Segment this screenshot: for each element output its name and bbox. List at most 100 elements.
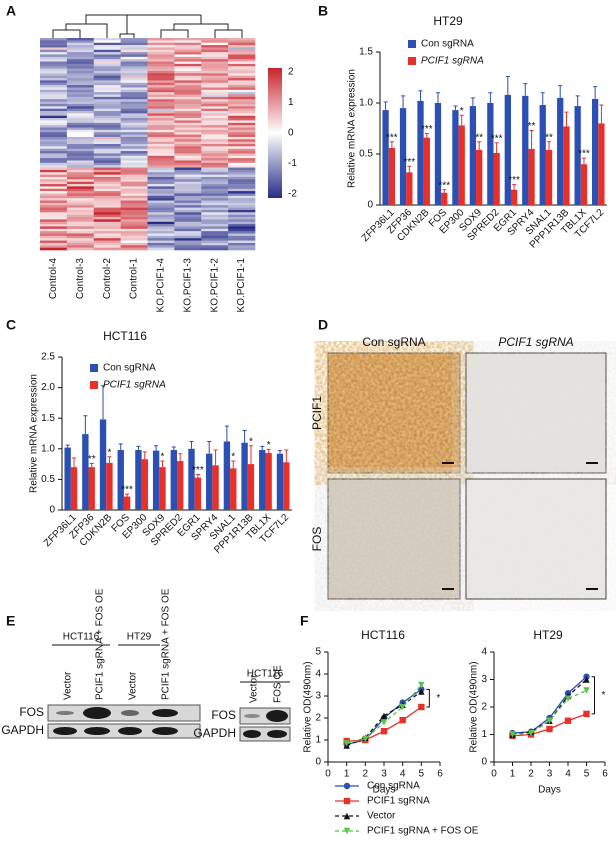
heat-cell bbox=[147, 122, 175, 126]
bar bbox=[223, 441, 231, 510]
heat-cell bbox=[201, 242, 229, 246]
heat-cell bbox=[93, 172, 121, 175]
heat-cell bbox=[174, 224, 202, 227]
heat-cell bbox=[66, 233, 95, 237]
image-column-label: PCIF1 sgRNA bbox=[498, 335, 573, 349]
heat-cell bbox=[93, 106, 121, 109]
heat-cell bbox=[174, 195, 202, 199]
heat-cell bbox=[147, 155, 175, 159]
heat-cell bbox=[201, 99, 229, 102]
heat-cell bbox=[120, 113, 148, 117]
heat-cell bbox=[228, 59, 256, 62]
heat-cell bbox=[93, 92, 121, 95]
heat-cell bbox=[93, 122, 121, 126]
heat-cell bbox=[120, 146, 148, 150]
ihc-texture bbox=[328, 353, 460, 473]
bar bbox=[487, 103, 494, 205]
heat-cell bbox=[93, 125, 121, 128]
heat-cell bbox=[201, 198, 229, 201]
heat-cell bbox=[93, 75, 121, 79]
heat-cell bbox=[40, 202, 68, 206]
heat-cell bbox=[228, 118, 256, 121]
heat-cell bbox=[201, 85, 229, 88]
chart-title: HCT116 bbox=[361, 628, 405, 642]
heat-cell bbox=[40, 45, 68, 48]
heat-cell bbox=[201, 70, 229, 74]
heat-cell bbox=[40, 209, 68, 213]
heat-cell bbox=[40, 247, 68, 251]
heat-cell bbox=[93, 217, 121, 220]
significance: *** bbox=[386, 132, 398, 143]
heat-cell bbox=[120, 233, 148, 237]
heat-cell bbox=[40, 49, 68, 53]
heat-cell bbox=[228, 158, 256, 161]
bar bbox=[417, 100, 424, 205]
heat-cell bbox=[93, 193, 121, 197]
bar bbox=[528, 148, 535, 205]
error-bar bbox=[540, 92, 545, 106]
heat-cell bbox=[228, 153, 256, 157]
significance: ** bbox=[88, 454, 96, 465]
bar bbox=[152, 450, 160, 510]
blot-row: GAPDH bbox=[193, 726, 236, 740]
heat-cell bbox=[120, 231, 148, 234]
heat-cell bbox=[40, 242, 68, 246]
error-bar bbox=[418, 90, 423, 101]
heat-cell bbox=[201, 233, 229, 237]
heat-cell bbox=[40, 158, 68, 161]
heat-cell bbox=[40, 198, 68, 201]
heat-cell bbox=[228, 233, 256, 237]
heat-cell bbox=[40, 101, 68, 105]
marker bbox=[527, 729, 535, 737]
heat-cell bbox=[201, 96, 229, 100]
heat-cell bbox=[40, 146, 68, 150]
error-bar bbox=[593, 86, 598, 99]
heat-cell bbox=[174, 165, 202, 168]
y-tick-label: 4 bbox=[315, 669, 321, 680]
heat-cell bbox=[174, 134, 202, 138]
heat-cell bbox=[66, 115, 95, 119]
heat-cell bbox=[147, 231, 175, 234]
heat-cell bbox=[201, 165, 229, 168]
heat-cell bbox=[120, 61, 148, 65]
heat-cell bbox=[174, 122, 202, 126]
heat-cell bbox=[40, 47, 68, 51]
heat-cell bbox=[174, 113, 202, 117]
blot-bands bbox=[53, 707, 178, 735]
x-tick-label: 4 bbox=[400, 769, 406, 780]
heat-cell bbox=[93, 139, 121, 142]
heat-cell bbox=[147, 198, 175, 201]
legend-label: PCIF1 sgRNA bbox=[367, 796, 430, 807]
heat-cell bbox=[174, 141, 202, 145]
bar bbox=[276, 453, 284, 510]
bar bbox=[70, 467, 78, 510]
bar bbox=[580, 164, 588, 205]
heat-cell bbox=[147, 186, 175, 190]
heat-cell bbox=[66, 42, 95, 46]
x-tick-label: 3 bbox=[547, 769, 553, 780]
heat-cell bbox=[120, 103, 148, 107]
marker bbox=[380, 712, 388, 719]
heat-cell bbox=[93, 214, 121, 218]
heat-cell bbox=[147, 94, 175, 98]
heat-cell bbox=[174, 179, 202, 182]
heat-cell bbox=[93, 245, 121, 248]
heat-cell bbox=[228, 144, 256, 147]
heat-cell bbox=[174, 38, 202, 41]
error-bar bbox=[435, 92, 440, 103]
bar bbox=[212, 465, 219, 510]
heat-cell bbox=[228, 238, 256, 241]
heat-cell bbox=[93, 111, 121, 114]
bar bbox=[441, 192, 448, 205]
heat-cell bbox=[147, 59, 175, 62]
heat-cell bbox=[120, 226, 148, 230]
heat-cell bbox=[201, 54, 229, 58]
x-tick-label: 5 bbox=[419, 769, 425, 780]
heat-cell bbox=[201, 221, 229, 225]
heat-cell bbox=[147, 200, 175, 204]
heat-cell bbox=[201, 217, 229, 220]
heat-cell bbox=[147, 111, 175, 114]
significance: ** bbox=[528, 121, 536, 132]
marker bbox=[399, 717, 406, 724]
heat-cell bbox=[120, 247, 148, 251]
